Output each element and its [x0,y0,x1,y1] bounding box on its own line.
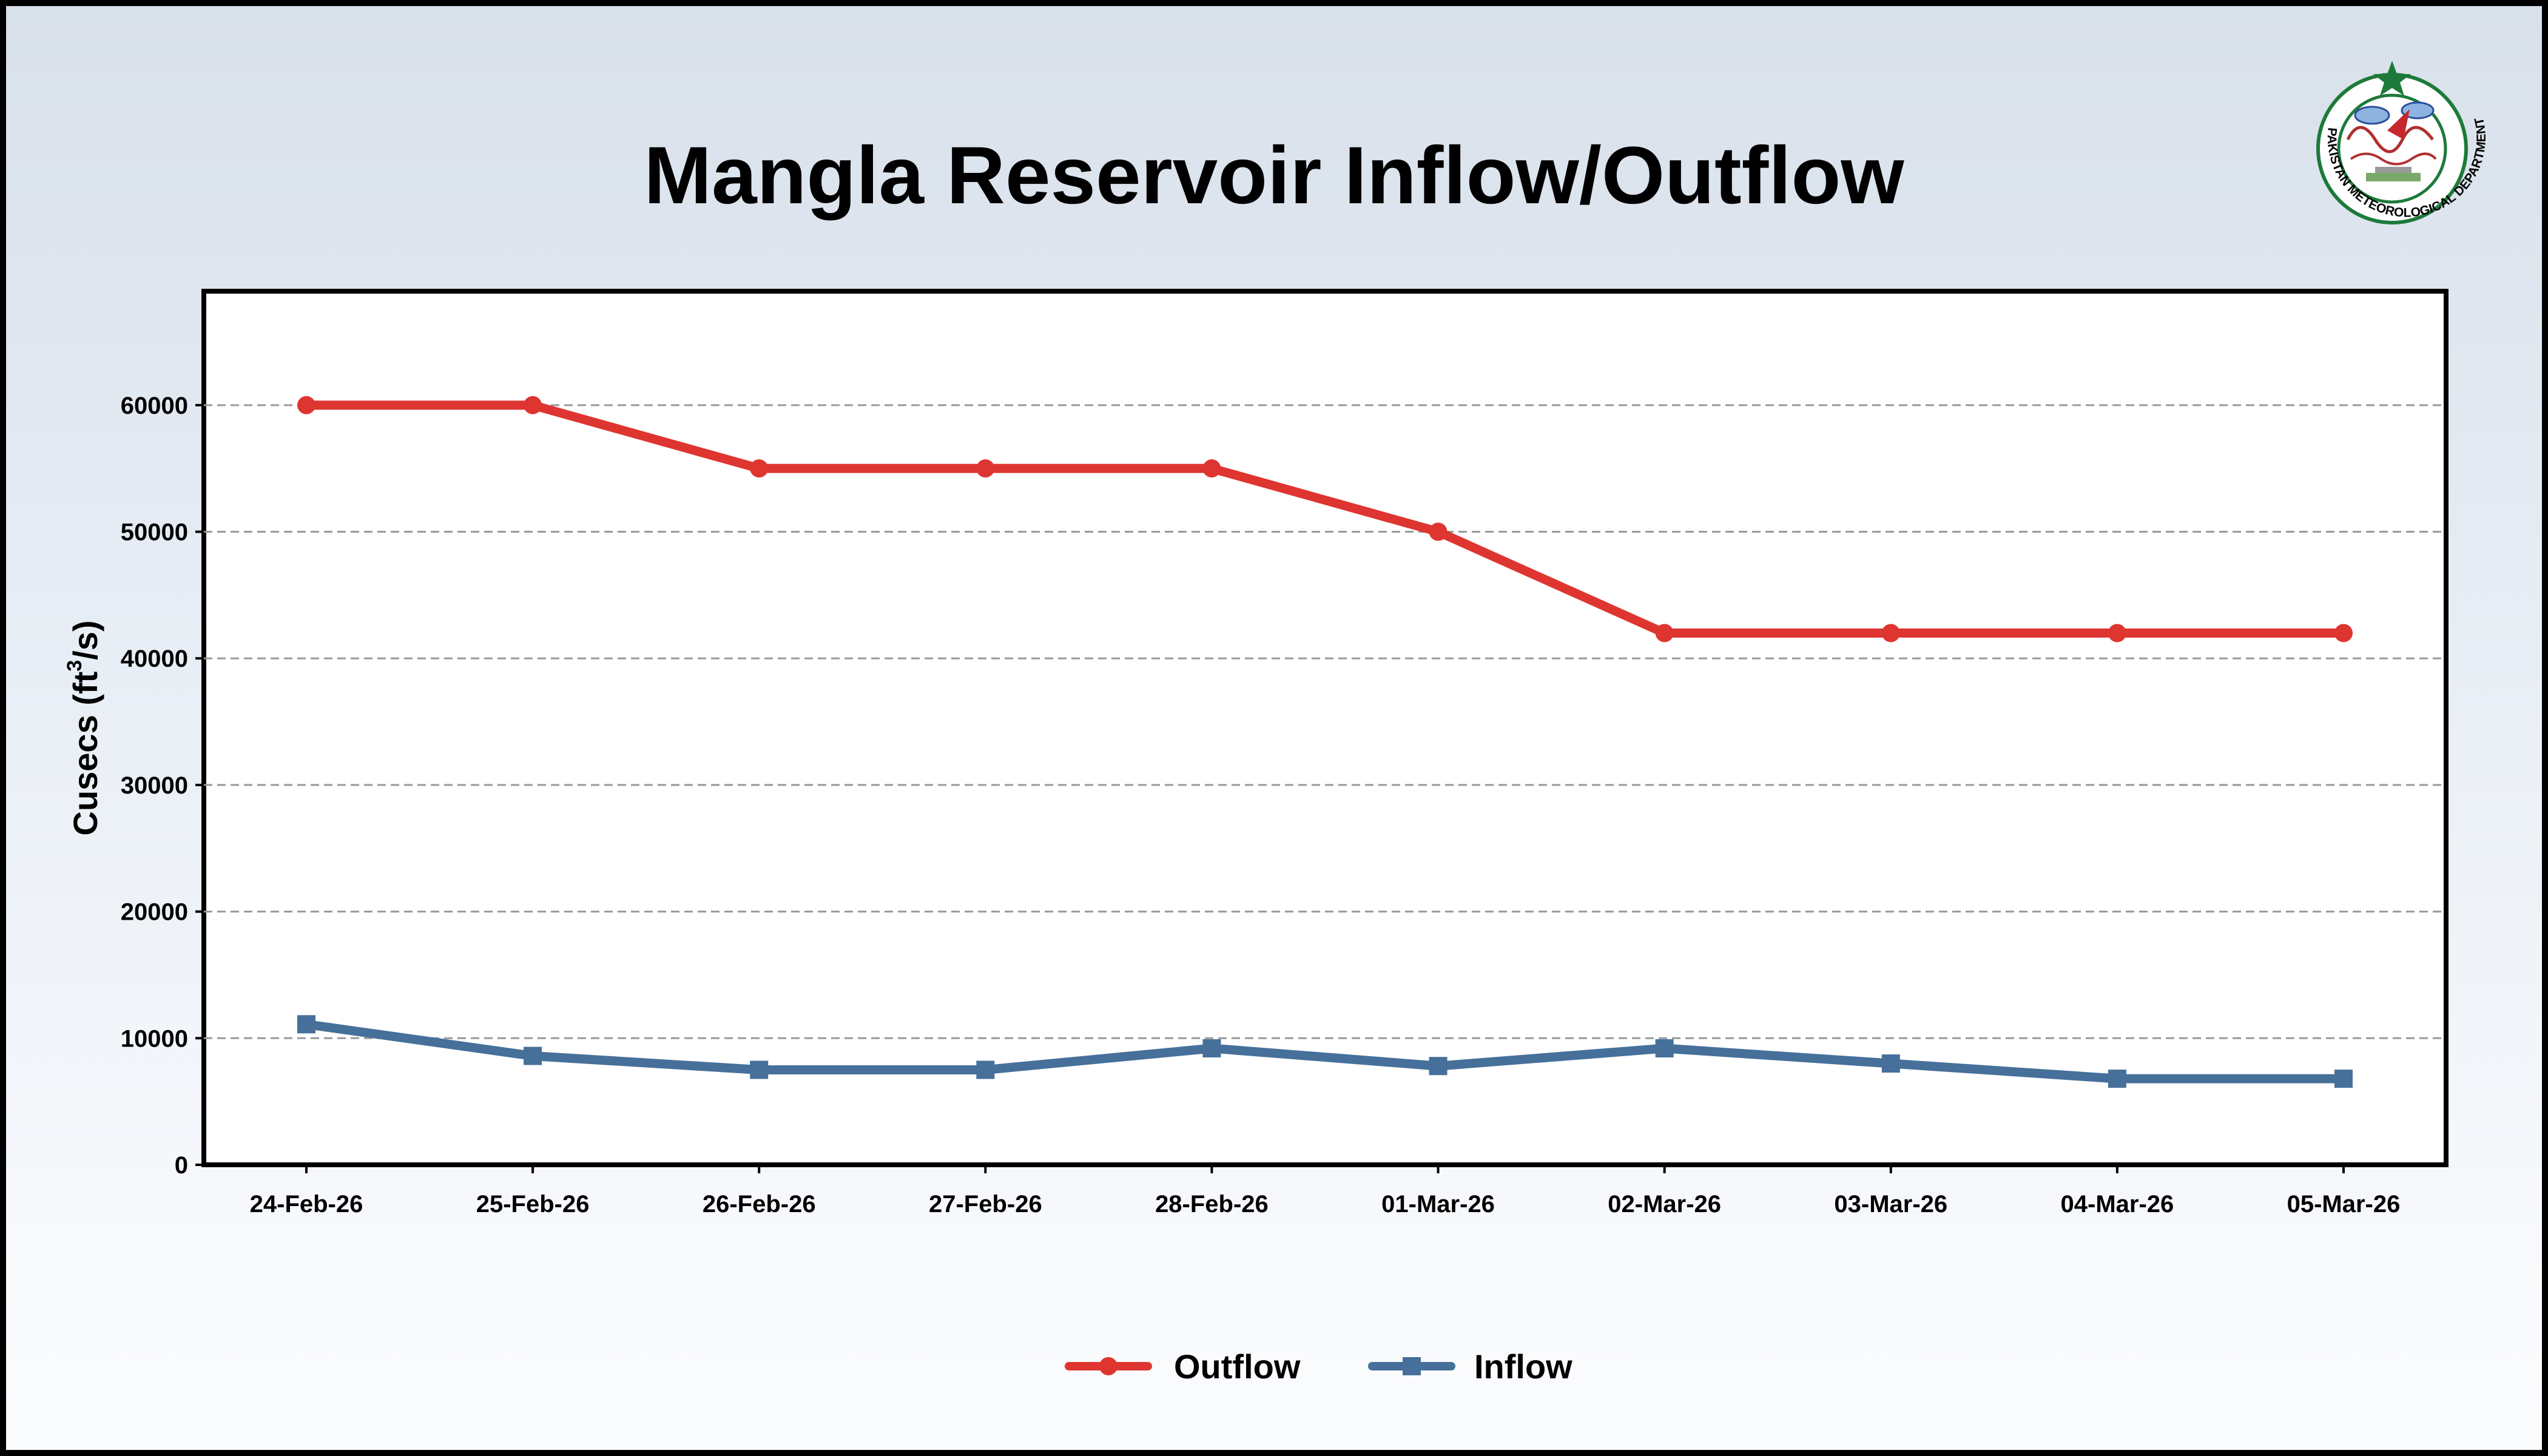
inflow-point [2108,1070,2126,1088]
inflow-point [524,1046,542,1065]
logo-grass-icon [2366,173,2421,181]
outflow-point [524,396,542,414]
legend-item-inflow: Inflow [1368,1347,1572,1386]
y-tick-label: 40000 [121,645,188,672]
outflow-point [297,396,315,414]
x-tick-label: 24-Feb-26 [250,1191,363,1218]
x-axis-ticks: 24-Feb-26 25-Feb-26 26-Feb-26 27-Feb-26 28-F… [250,1165,2401,1218]
legend-marker-outflow [1099,1357,1117,1375]
y-tick-label: 0 [175,1152,188,1179]
outflow-point [2334,624,2353,642]
pmd-logo: PAKISTAN METEOROLOGICAL DEPARTMENT [2316,61,2489,224]
legend: Outflow Inflow [1065,1347,1572,1386]
x-tick-label: 25-Feb-26 [476,1191,590,1218]
grid-lines [204,404,2446,1039]
y-tick-label: 10000 [121,1025,188,1052]
y-axis-label-main: Cusecs (ft [66,672,104,836]
y-tick-label: 20000 [121,899,188,926]
x-tick-label: 28-Feb-26 [1155,1191,1269,1218]
y-tick-label: 50000 [121,519,188,546]
series-lines [302,400,2348,1084]
x-tick-label: 05-Mar-26 [2287,1191,2401,1218]
outflow-point [1429,522,1448,541]
outflow-point [2108,624,2126,642]
outflow-point [1655,624,1674,642]
y-tick-label: 60000 [121,393,188,419]
chart-canvas: Mangla Reservoir Inflow/Outflow PAKISTAN… [63,61,2489,1386]
legend-label-inflow: Inflow [1474,1347,1572,1386]
logo-cloud-icon [2354,106,2390,125]
y-axis-ticks: 0 10000 20000 30000 40000 50000 60000 [121,393,204,1179]
inflow-line [302,1019,2348,1084]
x-tick-label: 03-Mar-26 [1834,1191,1947,1218]
x-tick-label: 02-Mar-26 [1608,1191,1721,1218]
x-tick-label: 27-Feb-26 [929,1191,1042,1218]
inflow-point [1202,1039,1221,1057]
logo-building-icon [2375,167,2412,173]
plot-area [201,289,2449,1167]
logo-wave-icon-2 [2350,152,2437,166]
logo-star-icon [2373,61,2411,96]
outflow-point [976,459,995,478]
x-tick-label: 04-Mar-26 [2061,1191,2174,1218]
logo-wave-icon [2346,126,2434,153]
y-axis-label: Cusecs (ft3/s) [63,620,104,835]
y-axis-label-sup: 3 [63,660,86,672]
logo-wind-vane-icon [2387,109,2410,140]
inflow-point [1655,1039,1674,1057]
outflow-point [750,459,769,478]
inflow-point [1881,1054,1900,1073]
x-tick-label: 26-Feb-26 [703,1191,816,1218]
outflow-point [1202,459,1221,478]
x-tick-label: 01-Mar-26 [1381,1191,1495,1218]
inflow-point [297,1015,315,1034]
outflow-point [1881,624,1900,642]
inflow-point [976,1060,995,1079]
inflow-point [2334,1070,2353,1088]
inflow-point [750,1060,769,1079]
outflow-line [302,400,2348,638]
legend-marker-inflow [1403,1357,1421,1375]
legend-label-outflow: Outflow [1174,1347,1301,1386]
chart-title: Mangla Reservoir Inflow/Outflow [644,130,1904,221]
y-axis-label-end: /s) [66,620,104,659]
legend-item-outflow: Outflow [1065,1347,1301,1386]
series-markers [297,396,2353,1088]
logo-cloud-icon-2 [2401,101,2435,120]
y-tick-label: 30000 [121,772,188,799]
inflow-point [1429,1057,1448,1076]
